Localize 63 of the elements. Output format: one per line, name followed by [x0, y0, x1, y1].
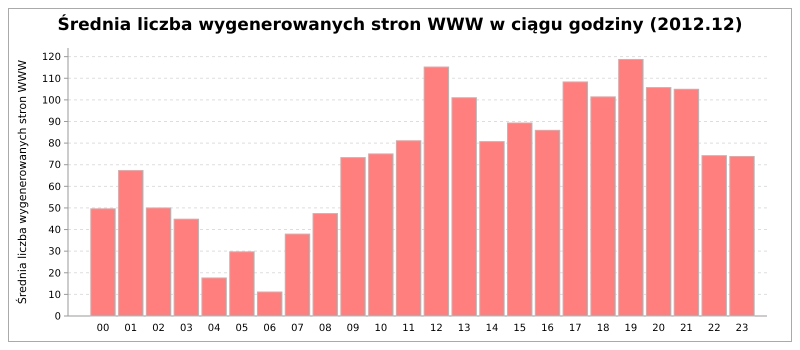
x-tick-label: 12: [430, 323, 443, 334]
bar: [701, 155, 727, 316]
bar: [507, 122, 532, 316]
x-tick-label: 09: [346, 323, 360, 334]
bar: [256, 292, 282, 316]
x-tick-label: 07: [291, 323, 304, 334]
x-tick-label: 01: [124, 323, 138, 334]
x-tick-label: 16: [541, 323, 554, 334]
bar: [284, 234, 310, 316]
x-tick-label: 03: [180, 323, 193, 334]
y-tick-label: 110: [42, 74, 61, 85]
x-tick-label: 20: [652, 323, 666, 334]
x-tick-label: 04: [208, 323, 220, 334]
bar: [118, 170, 144, 316]
bar: [618, 58, 644, 316]
bar: [646, 87, 672, 316]
y-tick-label: 90: [48, 116, 61, 128]
x-tick-label: 02: [152, 323, 165, 334]
bar: [424, 66, 450, 316]
bar: [674, 88, 700, 316]
y-tick-label: 120: [42, 52, 61, 64]
x-tick-label: 05: [236, 323, 248, 334]
x-tick-label: 11: [402, 323, 415, 334]
y-tick-label: 50: [48, 203, 61, 214]
bar: [229, 251, 255, 316]
x-tick-label: 22: [708, 323, 721, 334]
y-tick-label: 100: [42, 95, 61, 106]
bar: [562, 81, 588, 316]
bar: [312, 213, 338, 316]
bar: [340, 157, 366, 316]
bar: [479, 141, 505, 316]
x-tick-label: 10: [374, 323, 388, 334]
x-tick-label: 00: [96, 323, 110, 334]
x-tick-label: 18: [596, 323, 610, 334]
bar: [174, 218, 200, 316]
x-tick-label: 17: [568, 323, 582, 334]
bar: [396, 140, 422, 316]
bar: [368, 153, 394, 316]
x-tick-label: 08: [318, 323, 332, 334]
x-tick-label: 19: [624, 323, 638, 334]
x-tick-label: 14: [486, 323, 498, 334]
x-tick-label: 06: [263, 323, 276, 334]
chart-title: Średnia liczba wygenerowanych stron WWW w ciągu godziny (2012.12): [58, 14, 742, 35]
y-tick-label: 30: [48, 246, 61, 258]
x-tick-label: 13: [458, 323, 471, 334]
y-tick-label: 40: [48, 225, 61, 236]
bar: [90, 208, 116, 316]
x-tick-label: 15: [513, 323, 526, 334]
bar: [590, 96, 616, 316]
x-tick-label: 21: [680, 323, 693, 334]
bar: [451, 97, 477, 316]
y-tick-label: 60: [48, 182, 61, 193]
bar: [146, 207, 172, 316]
bar: [201, 277, 227, 316]
bar: [729, 156, 755, 316]
y-tick-label: 0: [54, 312, 61, 322]
y-axis-title: Średnia liczba wygenerowanych stron WWW: [15, 60, 29, 304]
x-tick-label: 23: [736, 323, 748, 334]
bar: [534, 130, 560, 316]
y-tick-label: 10: [48, 290, 61, 301]
y-tick-label: 70: [48, 160, 61, 172]
y-tick-label: 80: [48, 138, 61, 150]
y-tick-label: 20: [48, 268, 61, 280]
